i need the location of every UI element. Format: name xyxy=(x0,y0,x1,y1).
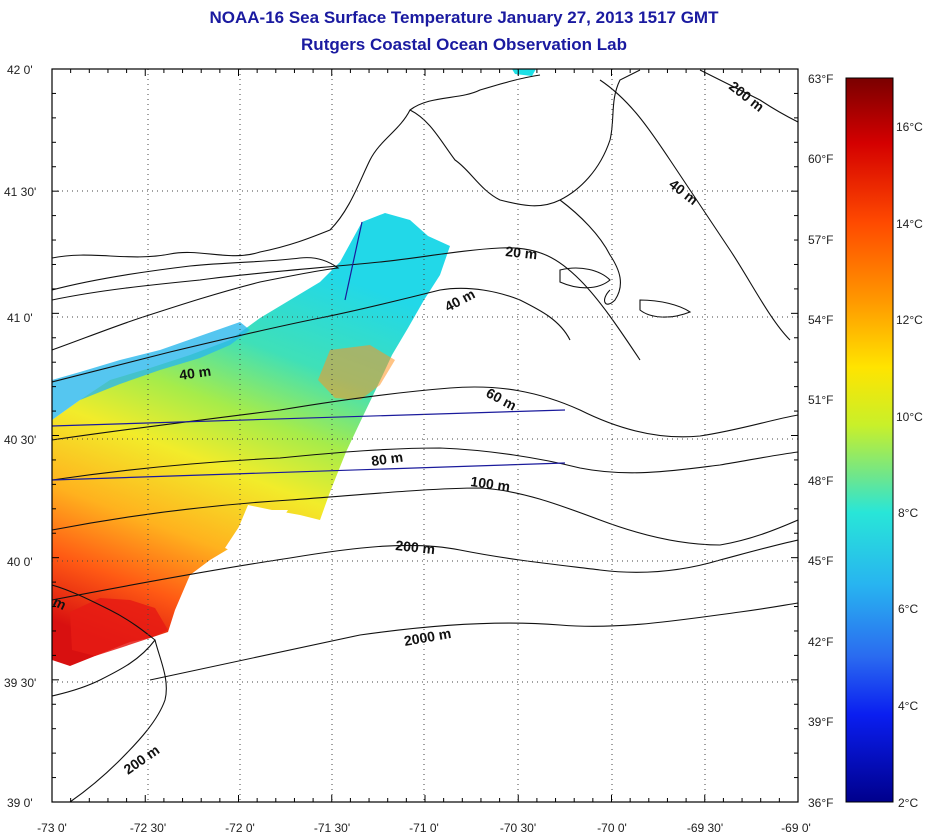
cb-f-60: 60°F xyxy=(808,152,833,166)
satellite-track-lines xyxy=(52,221,566,481)
contour-200m-ne xyxy=(699,69,798,123)
coastline-mass xyxy=(409,69,641,207)
swath-edge-line xyxy=(344,221,363,301)
lat-label-41-30: 41 30' xyxy=(4,185,36,199)
contour-label-40m-west: 40 m xyxy=(178,363,212,383)
lon-label-72-30: -72 30' xyxy=(130,821,166,835)
islands xyxy=(559,267,692,318)
longitude-labels: -73 0' -72 30' -72 0' -71 30' -71 0' -70… xyxy=(37,821,811,835)
frame-ticks xyxy=(51,68,799,803)
sst-swath xyxy=(52,69,536,666)
track-line-lower xyxy=(52,462,566,481)
cb-f-63: 63°F xyxy=(808,72,833,86)
cb-f-57: 57°F xyxy=(808,233,833,247)
lat-label-42-0: 42 0' xyxy=(7,63,33,77)
lat-label-40-0: 40 0' xyxy=(7,555,33,569)
cb-c-4: 4°C xyxy=(898,699,918,713)
lon-label-73-0: -73 0' xyxy=(37,821,67,835)
contour-label-40m-ne: 40 m xyxy=(666,176,701,208)
colorbar: 63°F 60°F 57°F 54°F 51°F 48°F 45°F 42°F … xyxy=(808,72,923,810)
lon-label-69-0: -69 0' xyxy=(781,821,811,835)
sst-swath-cool-nearshore xyxy=(52,322,250,420)
graticule xyxy=(52,69,798,802)
cb-c-14: 14°C xyxy=(896,217,923,231)
cb-f-42: 42°F xyxy=(808,635,833,649)
map-subtitle: Rutgers Coastal Ocean Observation Lab xyxy=(301,35,627,54)
contour-label-100m: 100 m xyxy=(470,473,512,494)
lon-label-70-30: -70 30' xyxy=(500,821,536,835)
contour-label-40m-mid: 40 m xyxy=(442,286,478,315)
cb-f-54: 54°F xyxy=(808,313,833,327)
coastline-connecticut xyxy=(52,74,541,259)
cb-c-16: 16°C xyxy=(896,120,923,134)
lon-label-71-0: -71 0' xyxy=(409,821,439,835)
cb-c-6: 6°C xyxy=(898,602,918,616)
lat-label-39-30: 39 30' xyxy=(4,676,36,690)
cape-cod xyxy=(559,199,621,305)
cb-f-48: 48°F xyxy=(808,474,833,488)
contour-200m xyxy=(52,539,798,601)
contour-label-200m-south: 200 m xyxy=(121,742,163,778)
lon-label-69-30: -69 30' xyxy=(687,821,723,835)
contour-80m xyxy=(52,447,798,481)
lat-label-41-0: 41 0' xyxy=(7,311,33,325)
contour-label-80m: 80 m xyxy=(370,449,404,469)
contour-40m-north xyxy=(599,79,791,341)
colorbar-fahrenheit-labels: 63°F 60°F 57°F 54°F 51°F 48°F 45°F 42°F … xyxy=(808,72,833,810)
contour-label-200m-mid: 200 m xyxy=(395,537,436,557)
lon-label-70-0: -70 0' xyxy=(597,821,627,835)
cb-f-39: 39°F xyxy=(808,715,833,729)
latitude-labels: 42 0' 41 30' 41 0' 40 30' 40 0' 39 30' 3… xyxy=(4,63,36,810)
colorbar-ramp xyxy=(845,77,894,803)
colorbar-celsius-labels: 16°C 14°C 12°C 10°C 8°C 6°C 4°C 2°C xyxy=(896,120,923,810)
cb-c-8: 8°C xyxy=(898,506,918,520)
sst-swath-warm-band xyxy=(318,345,395,400)
map-title: NOAA-16 Sea Surface Temperature January … xyxy=(209,8,719,27)
sst-swath-main xyxy=(52,213,450,666)
contour-20m xyxy=(52,247,641,361)
contour-label-partial-m: m xyxy=(51,593,69,613)
cb-f-45: 45°F xyxy=(808,554,833,568)
track-line-upper xyxy=(52,409,566,427)
contour-40m-mid xyxy=(52,287,571,383)
lon-label-71-30: -71 30' xyxy=(314,821,350,835)
contour-label-200m-ne: 200 m xyxy=(726,78,767,115)
sst-swath-white-gap xyxy=(225,510,288,555)
coastline-long-island xyxy=(52,257,340,351)
contour-label-20m: 20 m xyxy=(505,243,538,262)
sst-swath-hot-core xyxy=(70,598,168,656)
sst-swath-fragment xyxy=(512,69,536,76)
lat-label-39-0: 39 0' xyxy=(7,796,33,810)
lon-label-72-0: -72 0' xyxy=(225,821,255,835)
contour-2000m xyxy=(149,602,798,681)
cb-c-12: 12°C xyxy=(896,313,923,327)
lat-label-40-30: 40 30' xyxy=(4,433,36,447)
contour-60m xyxy=(52,386,798,441)
cb-f-36: 36°F xyxy=(808,796,833,810)
contour-100m xyxy=(52,487,798,546)
cb-c-2: 2°C xyxy=(898,796,918,810)
coast-contours xyxy=(52,69,798,802)
contour-200m-south xyxy=(69,639,167,802)
cb-c-10: 10°C xyxy=(896,410,923,424)
cb-f-51: 51°F xyxy=(808,393,833,407)
